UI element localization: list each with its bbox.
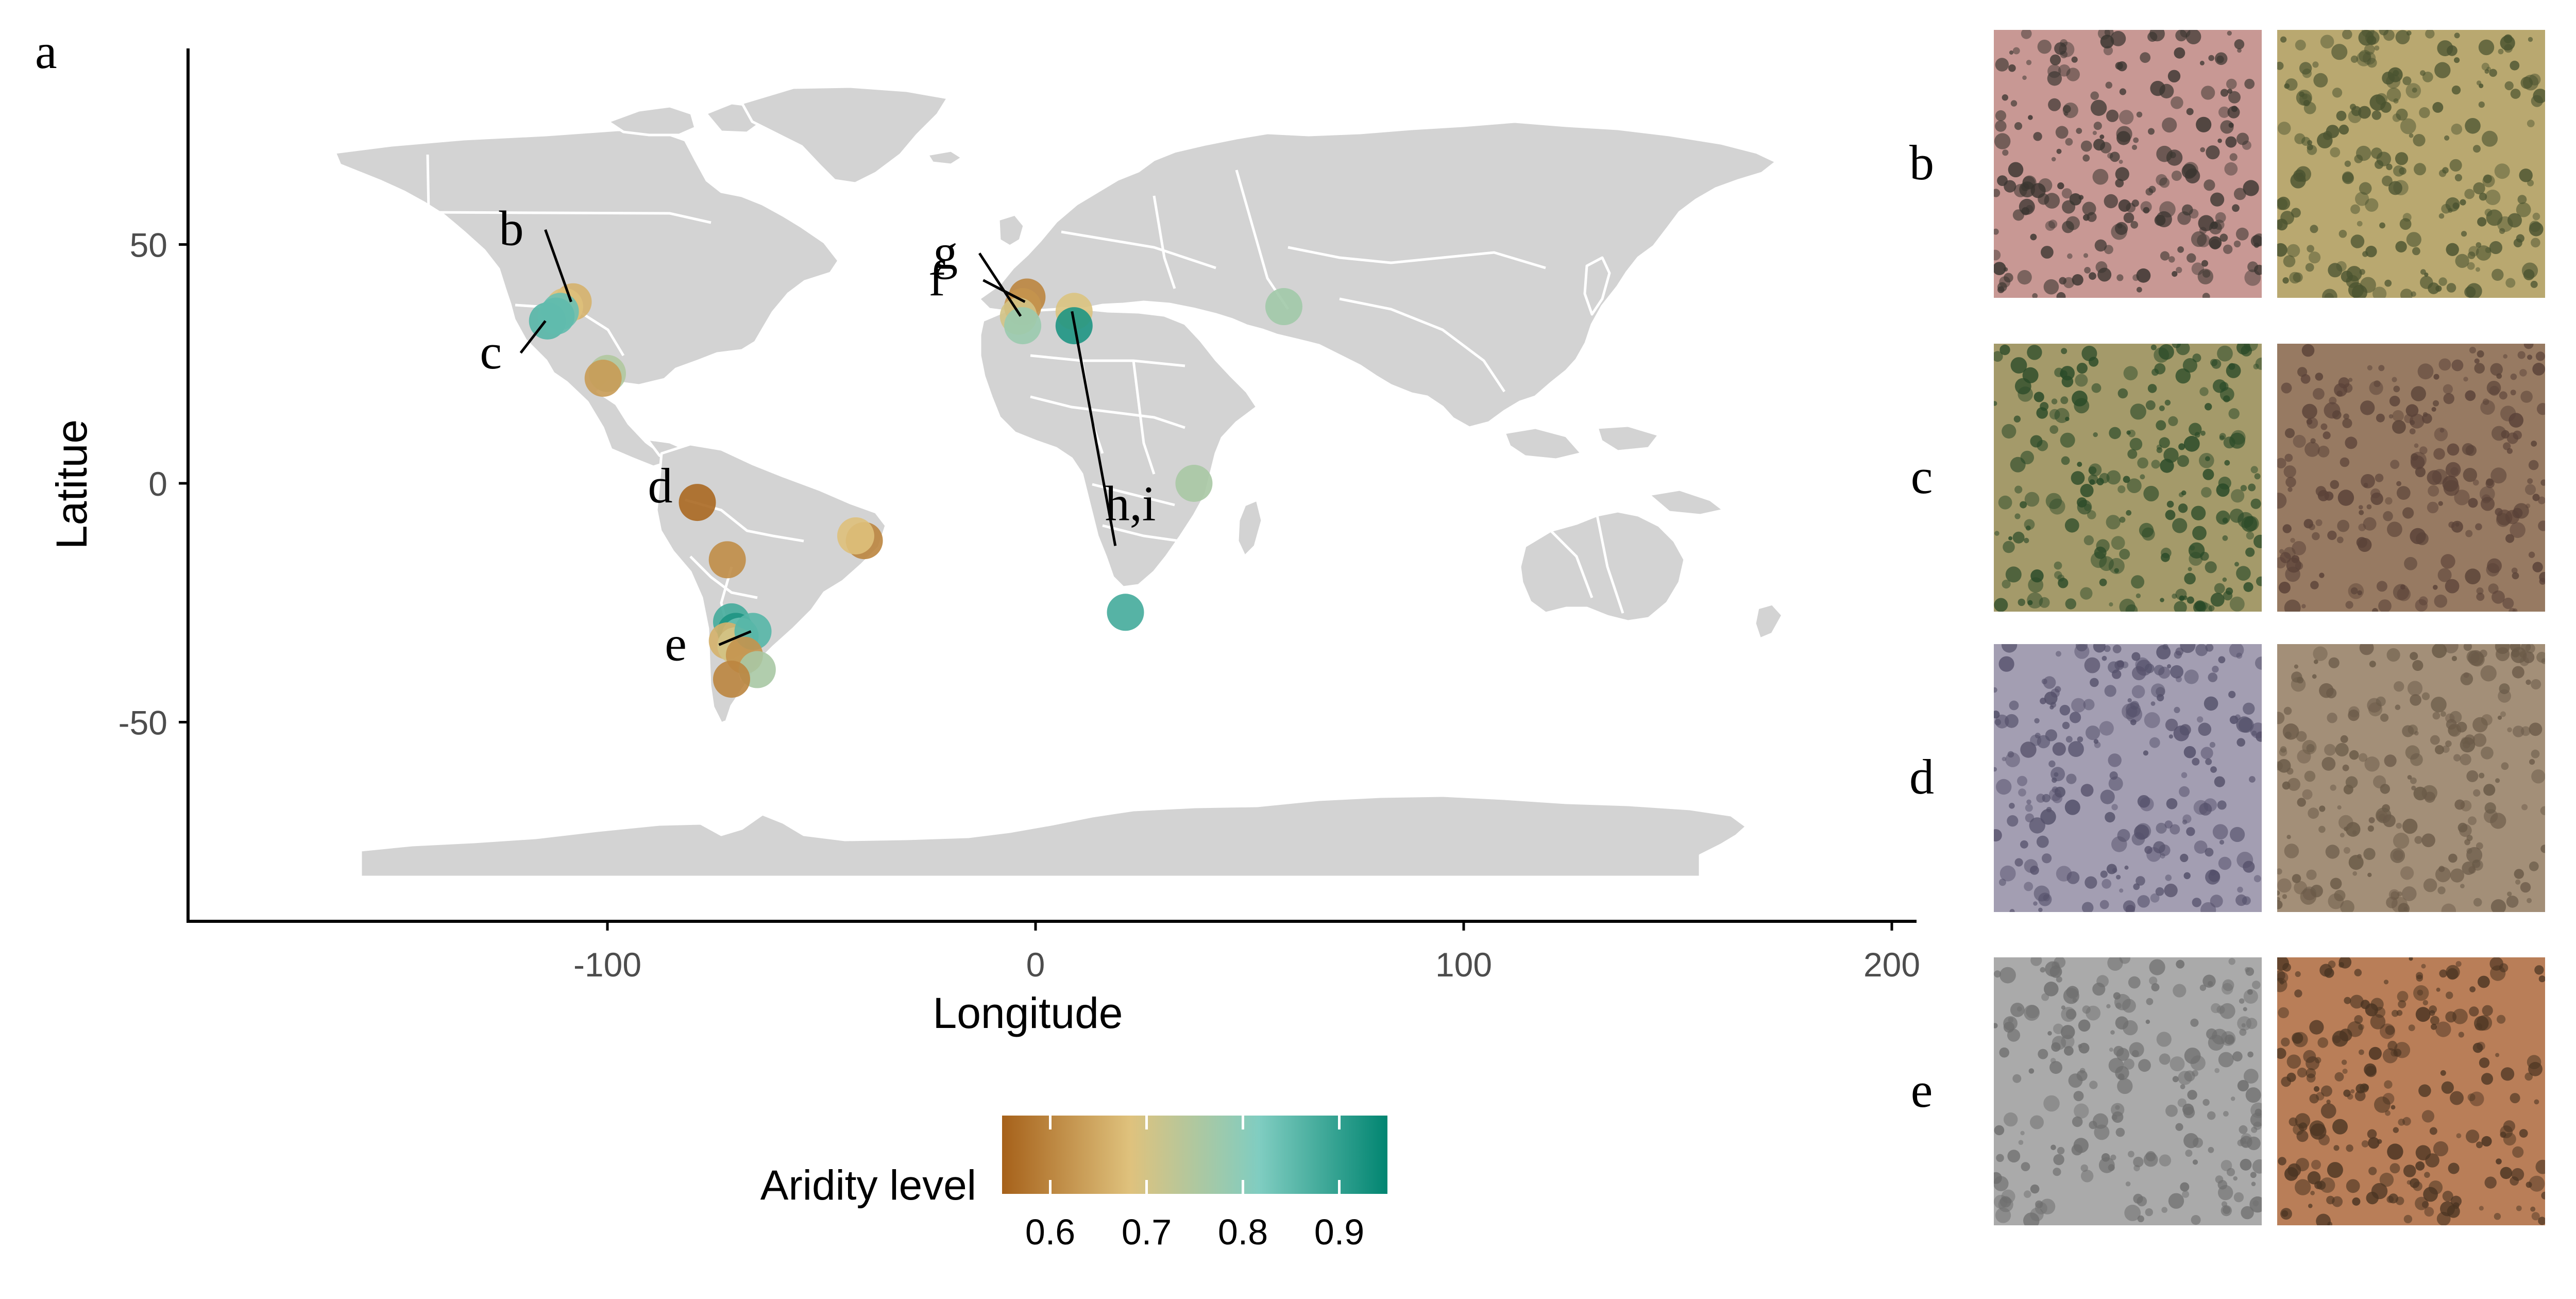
legend-ticks: 0.6 0.7 0.8 0.9 [1025,1116,1364,1252]
thumbnail-f [2277,30,2545,298]
legend-colorbar [1002,1116,1387,1194]
x-tick-label: 0 [1026,946,1045,984]
legend-tick-label: 0.8 [1218,1212,1268,1252]
x-tick-label: 200 [1863,946,1920,984]
thumbnail-label-b: b [1909,135,1934,190]
callout-leader-line [718,630,752,646]
thumbnail-d [1994,644,2262,912]
thumbnail-label-e: e [1911,1062,1933,1118]
callout-label-g: g [933,225,958,280]
site-point [708,541,746,579]
thumbnail-h [2277,644,2545,912]
callout-label-d: d [648,458,673,513]
y-ticks: 50 0 -50 [118,226,188,742]
thumbnail-b [1994,30,2262,298]
thumbnail-i [2277,957,2545,1225]
satellite-thumbnails: bfcgdhei [1909,30,2545,1225]
callout-label-c: c [480,324,502,379]
site-point [1107,594,1144,631]
legend-tick-label: 0.6 [1025,1212,1075,1252]
site-point [584,360,622,397]
land-greenland [740,85,950,185]
thumbnail-c [1994,344,2262,612]
land-north-america [333,91,840,471]
legend-title: Aridity level [760,1162,976,1209]
callout-label-b: b [499,201,524,256]
thumbnail-g [2277,344,2545,612]
callout-leader-line [1071,311,1117,546]
site-point [1004,307,1042,345]
panel-label-a: a [35,24,57,79]
site-callouts: b c d e fg h,i [480,201,1156,671]
thumbnail-label-d: d [1909,749,1934,804]
callout-leader-line [978,252,1022,317]
aridity-legend: Aridity level 0.6 0.7 0.8 0.9 [760,1116,1387,1252]
legend-tick-label: 0.9 [1314,1212,1364,1252]
y-tick-label: 50 [130,226,167,264]
x-tick-label: -100 [573,946,641,984]
callout-label-f: f [928,251,945,307]
x-ticks: -100 0 100 200 [573,921,1920,984]
aridity-points [529,278,1302,698]
thumbnail-e [1994,957,2262,1225]
callout-label-h-i: h,i [1105,476,1156,531]
site-point [713,661,750,698]
legend-tick-label: 0.7 [1122,1212,1172,1252]
thumbnail-label-c: c [1911,449,1933,504]
land-antarctica [359,794,1748,879]
site-point [679,484,716,521]
y-tick-label: 0 [148,465,167,503]
site-point [1175,465,1213,502]
land-australia [1518,488,1784,640]
site-point [537,297,575,335]
land-africa [978,307,1264,589]
callout-leader-line [544,229,572,302]
callout-label-e: e [665,616,687,671]
land-eurasia [926,120,1778,461]
x-axis-title: Longitude [933,989,1123,1037]
callout-leader-line [519,320,547,354]
axes: -100 0 100 200 50 0 -50 Longitude Latitue [47,48,1920,1037]
site-point [1265,288,1302,326]
x-tick-label: 100 [1435,946,1492,984]
world-land-layer [333,85,1784,879]
site-point [837,517,874,554]
y-axis-title: Latitue [47,419,96,549]
y-tick-label: -50 [118,704,167,742]
